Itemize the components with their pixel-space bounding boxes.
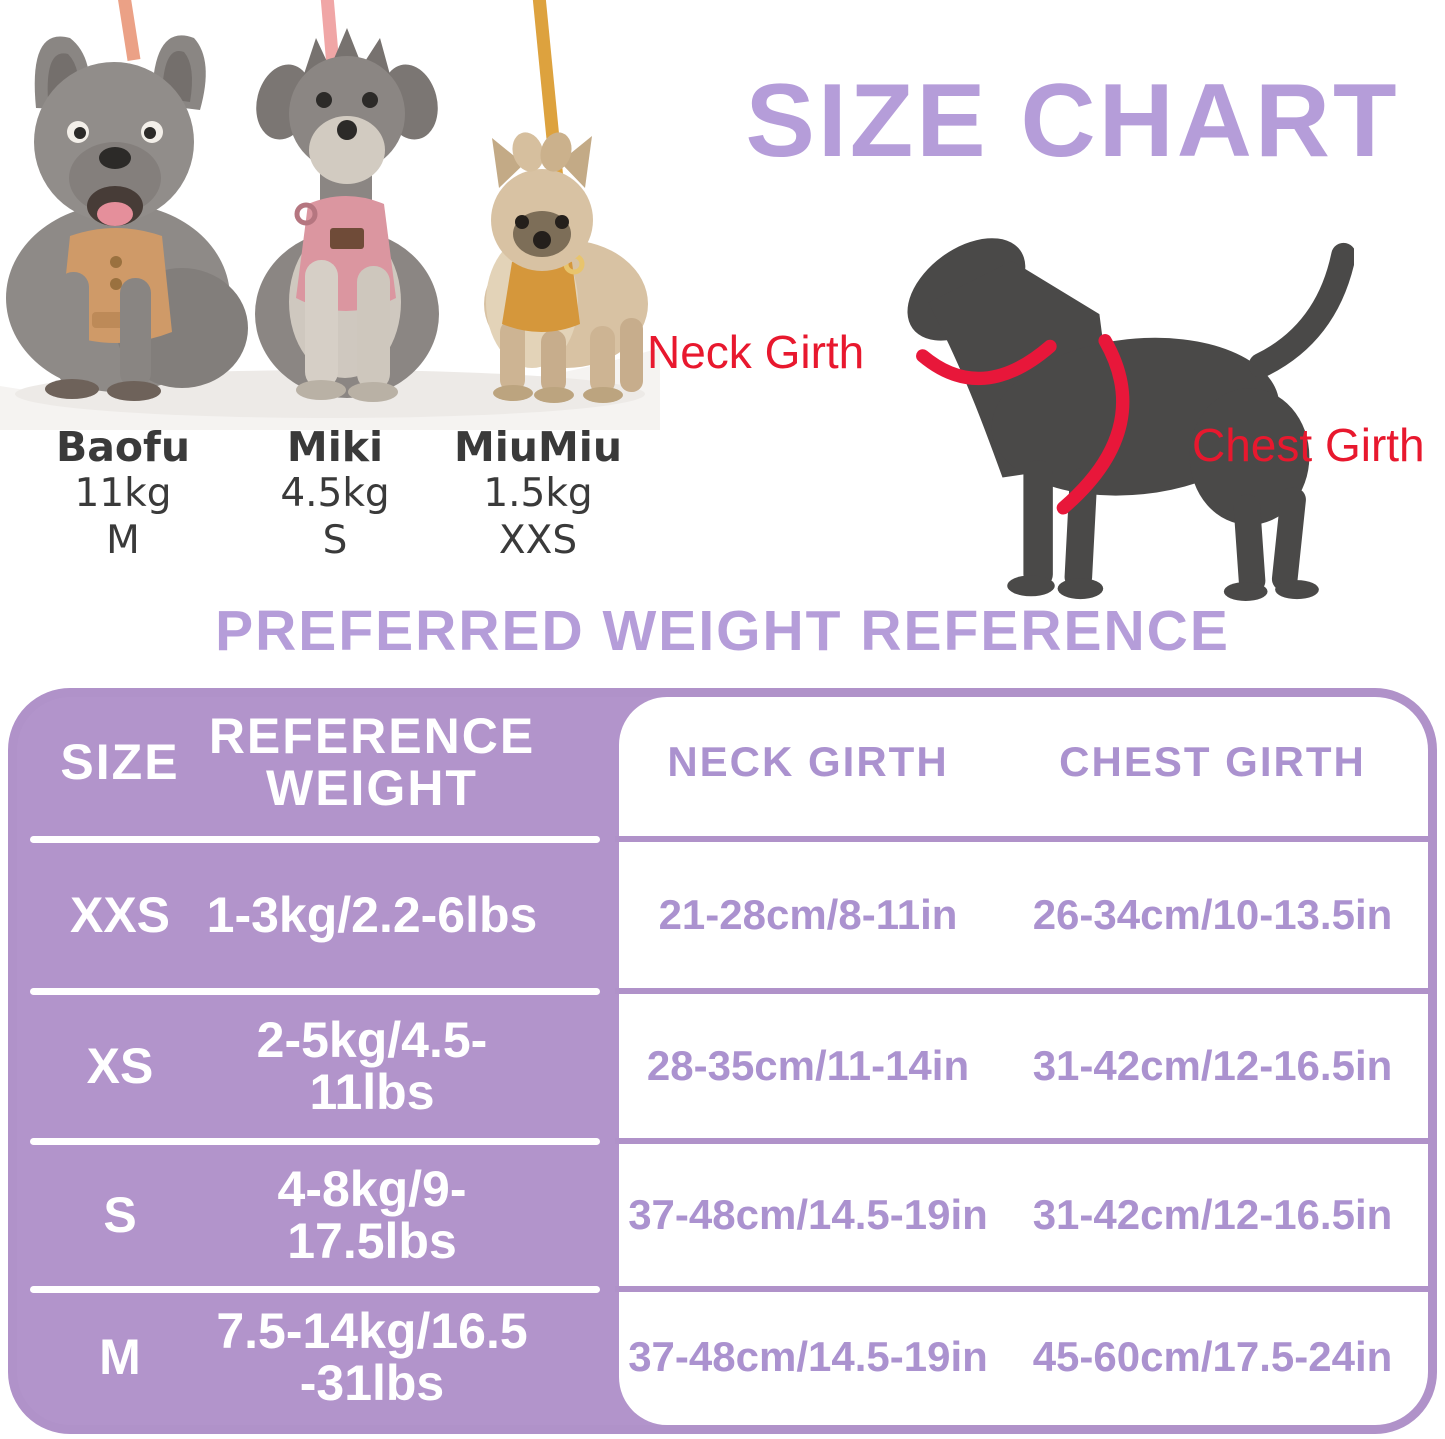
cell-neck-girth: 37-48cm/14.5-19in	[628, 1333, 988, 1380]
measurement-dog-silhouette	[907, 238, 1354, 601]
table-right-panel	[619, 697, 1428, 1425]
cell-chest-girth: 26-34cm/10-13.5in	[1032, 891, 1393, 938]
dog-label-baofu: Baofu 11kg M	[23, 424, 223, 564]
cell-size: M	[99, 1329, 141, 1385]
french-bulldog-illustration	[6, 35, 248, 401]
row-divider-purple	[615, 1138, 1428, 1144]
leash-pink	[320, 0, 340, 67]
header-reference-line1: REFERENCE	[208, 708, 536, 764]
cell-weight: 7.5-14kg/16.5 -31lbs	[195, 1305, 549, 1409]
row-divider-white	[30, 988, 600, 995]
cell-weight: 1-3kg/2.2-6lbs	[206, 887, 538, 943]
row-divider-white	[30, 836, 600, 843]
page-title: SIZE CHART	[745, 63, 1400, 179]
cell-size: XXS	[69, 887, 171, 943]
yorkie-illustration	[484, 132, 648, 403]
cell-weight-line2: -31lbs	[299, 1355, 445, 1411]
dog-name: Miki	[286, 423, 384, 471]
row-left-cell: S 4-8kg/9-17.5lbs	[17, 1163, 619, 1267]
row-divider-purple	[615, 988, 1428, 994]
table-header-row: SIZE REFERENCE WEIGHT NECK GIRTH CHEST G…	[17, 697, 1428, 839]
dog-label-miumiu: MiuMiu 1.5kg XXS	[438, 424, 638, 564]
header-left-cell: SIZE REFERENCE WEIGHT	[17, 710, 619, 814]
dogs-photo-illustration	[0, 0, 660, 430]
table-row-m: M 7.5-14kg/16.5 -31lbs 37-48cm/14.5-19in…	[17, 1289, 1428, 1425]
dog-weight: 4.5kg	[280, 471, 390, 516]
cell-chest-girth: 31-42cm/12-16.5in	[1032, 1191, 1393, 1238]
row-divider-purple	[615, 836, 1428, 842]
dog-size: S	[322, 518, 348, 563]
cell-neck-girth: 28-35cm/11-14in	[646, 1042, 970, 1089]
cell-weight: 2-5kg/4.5-11lbs	[256, 1012, 488, 1120]
header-reference-weight: REFERENCE WEIGHT	[195, 710, 549, 814]
header-chest-girth: CHEST GIRTH	[1059, 738, 1366, 785]
row-left-cell: XS 2-5kg/4.5-11lbs	[17, 1014, 619, 1118]
row-divider-purple	[615, 1286, 1428, 1292]
row-divider-white	[30, 1286, 600, 1293]
neck-girth-band	[916, 339, 1057, 386]
header-size: SIZE	[60, 734, 180, 790]
row-divider-white	[30, 1138, 600, 1145]
header-neck-girth: NECK GIRTH	[667, 738, 949, 785]
table-row-xxs: XXS 1-3kg/2.2-6lbs 21-28cm/8-11in 26-34c…	[17, 839, 1428, 991]
cell-weight: 4-8kg/9-17.5lbs	[277, 1161, 467, 1269]
schnauzer-illustration	[255, 28, 439, 402]
weight-reference-table: SIZE REFERENCE WEIGHT NECK GIRTH CHEST G…	[8, 688, 1437, 1434]
dog-weight: 11kg	[74, 471, 172, 516]
cell-size: XS	[86, 1038, 154, 1094]
cell-weight-line1: 7.5-14kg/16.5	[216, 1303, 528, 1359]
cell-neck-girth: 21-28cm/8-11in	[658, 891, 958, 938]
neck-girth-label: Neck Girth	[647, 326, 865, 378]
cell-chest-girth: 45-60cm/17.5-24in	[1032, 1333, 1393, 1380]
section-heading: PREFERRED WEIGHT REFERENCE	[215, 599, 1230, 663]
chest-girth-band	[1056, 334, 1130, 515]
cell-neck-girth: 37-48cm/14.5-19in	[628, 1191, 988, 1238]
dog-weight: 1.5kg	[483, 471, 593, 516]
header-reference-line2: WEIGHT	[266, 760, 478, 816]
dog-label-miki: Miki 4.5kg S	[235, 424, 435, 564]
dog-size: M	[106, 518, 140, 563]
cell-chest-girth: 31-42cm/12-16.5in	[1032, 1042, 1393, 1089]
table-row-s: S 4-8kg/9-17.5lbs 37-48cm/14.5-19in 31-4…	[17, 1141, 1428, 1289]
dog-name: Baofu	[55, 423, 191, 471]
dog-name: MiuMiu	[453, 423, 623, 471]
dog-tail	[1248, 242, 1354, 378]
row-left-cell: XXS 1-3kg/2.2-6lbs	[17, 886, 619, 944]
leash-peach	[118, 0, 141, 62]
row-left-cell: M 7.5-14kg/16.5 -31lbs	[17, 1305, 619, 1409]
chest-girth-label: Chest Girth	[1192, 419, 1425, 471]
cell-size: S	[103, 1187, 137, 1243]
dog-size: XXS	[498, 518, 578, 563]
table-row-xs: XS 2-5kg/4.5-11lbs 28-35cm/11-14in 31-42…	[17, 991, 1428, 1141]
